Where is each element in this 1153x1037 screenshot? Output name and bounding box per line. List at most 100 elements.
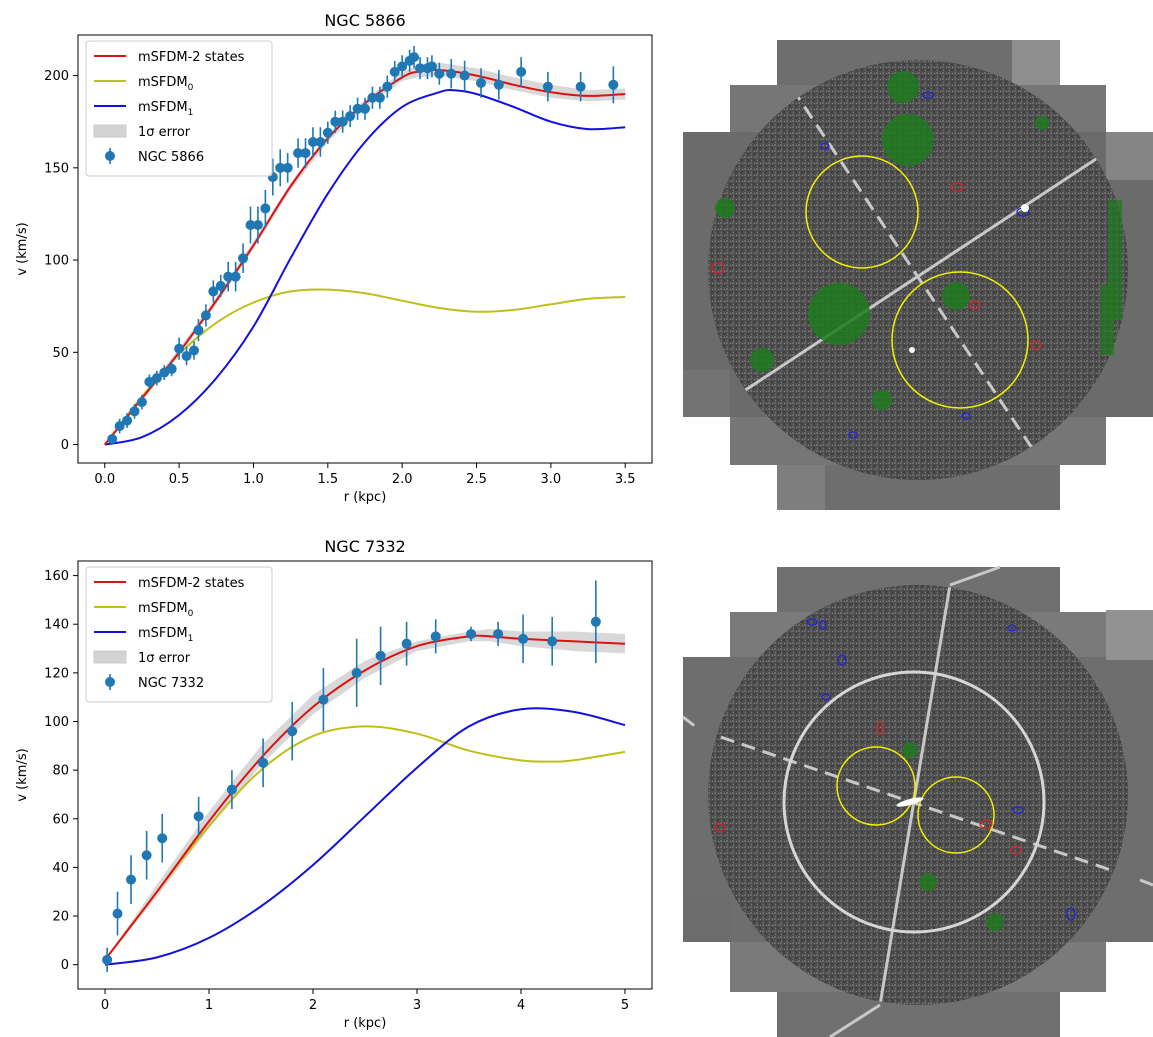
data-point (282, 162, 293, 173)
data-point (367, 92, 378, 103)
legend-box (85, 40, 273, 177)
y-tick-label: 150 (44, 161, 69, 176)
x-tick-label: 5 (621, 998, 629, 1013)
legend-label: mSFDM1 (138, 100, 193, 118)
data-point (275, 162, 286, 173)
legend-label: mSFDM1 (138, 626, 193, 644)
data-point (315, 137, 326, 147)
data-point (181, 351, 192, 361)
data-point (226, 784, 237, 795)
data-point (129, 406, 140, 417)
data-point (258, 757, 269, 768)
y-tick-label: 20 (52, 910, 69, 925)
y-tick-label: 100 (44, 254, 69, 269)
legend-label: mSFDM0 (138, 601, 194, 619)
data-point (230, 271, 241, 282)
data-point (174, 343, 185, 354)
data-point (360, 103, 370, 114)
data-point (252, 220, 263, 231)
data-point (401, 638, 412, 649)
x-tick-label: 0 (101, 998, 109, 1013)
series-line-msfdm0 (104, 288, 626, 446)
data-point (374, 92, 385, 103)
series-line-msfdm0 (104, 725, 626, 961)
data-point (516, 66, 527, 77)
x-tick-label: 3.0 (541, 472, 562, 487)
data-point (415, 63, 426, 74)
data-point (446, 68, 457, 79)
series-line-msfdm1 (104, 707, 626, 966)
data-point (287, 726, 298, 737)
data-point (166, 363, 177, 374)
legend-label: mSFDM0 (138, 75, 194, 93)
data-point (122, 415, 133, 426)
series-line-msfdm1 (104, 89, 626, 446)
legend-box (85, 566, 273, 703)
data-point (126, 874, 137, 885)
y-tick-label: 0 (61, 438, 69, 453)
legend-label: mSFDM-2 states (138, 50, 245, 65)
chart-title: NGC 7332 (324, 537, 405, 556)
data-point (208, 286, 219, 297)
data-point (102, 954, 113, 965)
data-point (322, 127, 333, 138)
data-point (318, 694, 329, 705)
data-point (114, 421, 125, 432)
data-point (193, 325, 204, 336)
rotation-curve-ngc-5866: NGC 5866 0.0 0.5 1.0 1.5 2.0 2.5 3.0 3.5 0 50 100 15… (15, 11, 653, 505)
x-tick-label: 2.0 (392, 472, 413, 487)
data-point (466, 628, 477, 639)
data-point (542, 81, 553, 92)
data-point (188, 345, 199, 356)
data-point (493, 628, 504, 639)
x-tick-label: 2 (309, 998, 317, 1013)
legend-subscript: 1 (188, 108, 194, 118)
data-point (293, 148, 304, 159)
data-point (382, 81, 393, 92)
legend-label: NGC 7332 (138, 676, 204, 691)
data-point (389, 66, 400, 77)
data-point (351, 667, 362, 678)
legend-label: 1σ error (138, 125, 191, 140)
data-point (426, 61, 437, 72)
data-point (215, 280, 226, 291)
data-point (434, 68, 445, 79)
data-point (223, 271, 234, 282)
data-point (112, 908, 123, 919)
data-point (397, 61, 408, 72)
data-point (375, 650, 386, 661)
x-tick-label: 2.5 (466, 472, 487, 487)
data-point (136, 397, 147, 408)
x-tick-label: 1.0 (243, 472, 264, 487)
data-point (352, 103, 363, 114)
data-point (141, 850, 152, 861)
legend-swatch-band (93, 650, 127, 664)
legend-label: NGC 5866 (138, 150, 204, 165)
legend-subscript: 0 (188, 83, 194, 93)
chart-title: NGC 5866 (324, 11, 405, 30)
data-point (193, 811, 204, 822)
legend-label: 1σ error (138, 651, 191, 666)
y-tick-label: 60 (52, 812, 69, 827)
data-point (107, 434, 118, 445)
data-point (337, 116, 348, 127)
data-point (144, 376, 155, 387)
data-point (409, 52, 420, 63)
data-point (200, 310, 211, 321)
data-point (459, 70, 470, 81)
data-point (245, 220, 256, 231)
x-axis-label: r (kpc) (344, 490, 387, 505)
x-tick-label: 1 (205, 998, 213, 1013)
data-point (260, 203, 271, 214)
data-point (575, 81, 586, 92)
galaxy-image-ngc-7332 (682, 565, 1153, 1037)
data-point (157, 833, 168, 844)
galaxy-image-ngc-5866 (683, 40, 1153, 510)
x-tick-label: 0.0 (94, 472, 115, 487)
legend-swatch-point (105, 151, 115, 161)
y-tick-label: 50 (52, 346, 69, 361)
x-tick-label: 4 (517, 998, 525, 1013)
data-point (493, 79, 504, 90)
y-tick-label: 200 (44, 69, 69, 84)
y-tick-label: 40 (52, 861, 69, 876)
